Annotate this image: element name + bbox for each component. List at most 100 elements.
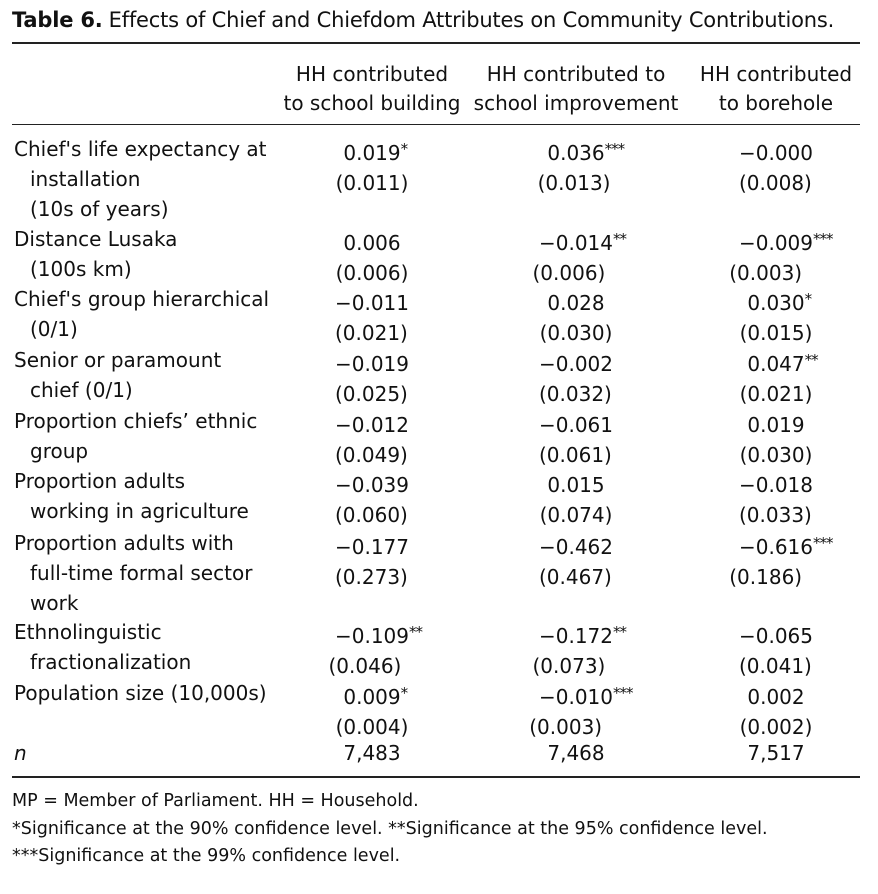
row-label: Proportion adults working in agriculture xyxy=(14,466,249,526)
standard-error: (0.273) xyxy=(334,565,408,589)
standard-error: (0.030) xyxy=(539,321,613,345)
n-value: 7,517 xyxy=(747,741,805,765)
table-caption: Table 6. Effects of Chief and Chiefdom At… xyxy=(12,8,834,32)
significance-stars: ** xyxy=(804,351,819,369)
standard-error: (0.074) xyxy=(539,503,613,527)
coefficient: −0.061 xyxy=(539,406,613,440)
standard-error: (0.061) xyxy=(538,443,612,467)
row-label: Chief's group hierarchical (0/1) xyxy=(14,284,269,344)
table-cell: −0.010*** (0.003) xyxy=(529,678,633,742)
row-label-line: Proportion chiefs’ ethnic xyxy=(14,409,258,433)
table-title: Effects of Chief and Chiefdom Attributes… xyxy=(108,8,835,32)
coefficient: −0.462 xyxy=(539,528,613,562)
column-header-line: to school building xyxy=(283,91,461,115)
column-header-3: HH contributed to borehole xyxy=(666,60,878,118)
coefficient: 0.009* xyxy=(336,678,409,712)
standard-error: (0.008) xyxy=(738,171,812,195)
coefficient-value: −0.000 xyxy=(738,141,813,165)
table-cell: 0.036*** (0.013) xyxy=(538,134,625,198)
table-cell: −0.009*** (0.003) xyxy=(729,224,833,288)
coefficient-value: 0.002 xyxy=(747,685,805,709)
row-label-line: (100s km) xyxy=(30,257,132,281)
table-cell: −0.011 (0.021) xyxy=(335,284,409,348)
table-cell: −0.616*** (0.186) xyxy=(729,528,833,592)
column-header-line: to borehole xyxy=(718,91,834,115)
row-label-line: work xyxy=(30,591,79,615)
row-label-line: (0/1) xyxy=(30,317,78,341)
coefficient-value: −0.172 xyxy=(538,624,613,648)
note-line: ***Significance at the 99% confidence le… xyxy=(12,846,401,866)
coefficient: −0.009*** xyxy=(729,224,833,258)
table-cell: −0.109** (0.046) xyxy=(328,617,423,681)
coefficient: −0.039 xyxy=(335,466,409,500)
coefficient: 0.019 xyxy=(740,406,813,440)
standard-error: (0.021) xyxy=(739,382,813,406)
table-cell: −0.012 (0.049) xyxy=(335,406,409,470)
coefficient-value: −0.002 xyxy=(538,352,613,376)
row-label-line: group xyxy=(30,439,89,463)
row-label-line: Ethnolinguistic xyxy=(14,620,162,644)
row-label: Chief's life expectancy at installation (1… xyxy=(14,134,266,224)
coefficient: −0.177 xyxy=(335,528,409,562)
column-header-1: HH contributed to school building xyxy=(262,60,482,118)
coefficient: 0.030* xyxy=(740,284,813,318)
coefficient-value: 0.028 xyxy=(547,291,605,315)
standard-error: (0.013) xyxy=(537,171,611,195)
standard-error: (0.186) xyxy=(729,565,803,589)
coefficient: 0.028 xyxy=(540,284,613,318)
standard-error: (0.025) xyxy=(334,382,408,406)
table-cell: −0.039 (0.060) xyxy=(335,466,409,530)
standard-error: (0.004) xyxy=(335,715,409,739)
coefficient-value: −0.109 xyxy=(334,624,409,648)
row-label-line: Population size (10,000s) xyxy=(14,681,267,705)
significance-stars: * xyxy=(804,290,812,308)
coefficient-value: −0.014 xyxy=(538,231,613,255)
coefficient: −0.019 xyxy=(335,345,409,379)
coefficient-value: −0.039 xyxy=(334,473,409,497)
table-cell: −0.018 (0.033) xyxy=(739,466,813,530)
column-header-line: HH contributed xyxy=(295,62,449,86)
table-cell: 0.019 (0.030) xyxy=(740,406,813,470)
standard-error: (0.003) xyxy=(529,715,603,739)
standard-error: (0.002) xyxy=(739,715,813,739)
coefficient: −0.014** xyxy=(532,224,627,258)
coefficient: −0.010*** xyxy=(529,678,633,712)
significance-stars: * xyxy=(400,140,408,158)
coefficient: 0.015 xyxy=(540,466,613,500)
row-label: Proportion chiefs’ ethnic group xyxy=(14,406,257,466)
row-label: Distance Lusaka (100s km) xyxy=(14,224,177,284)
table-cell: 0.019* (0.011) xyxy=(336,134,409,198)
coefficient: −0.011 xyxy=(335,284,409,318)
coefficient-value: −0.065 xyxy=(738,624,813,648)
column-header-2: HH contributed to school improvement xyxy=(466,60,686,118)
standard-error: (0.006) xyxy=(335,261,409,285)
row-label-line: Proportion adults with xyxy=(14,531,234,555)
n-value: 7,483 xyxy=(343,741,401,765)
significance-stars: *** xyxy=(813,230,833,248)
standard-error: (0.049) xyxy=(334,443,408,467)
coefficient: −0.109** xyxy=(328,617,423,651)
table-cell: 0.028 (0.030) xyxy=(540,284,613,348)
row-label-line: (10s of years) xyxy=(30,197,169,221)
significance-stars: ** xyxy=(409,623,423,641)
significance-stars: *** xyxy=(613,684,633,702)
top-rule xyxy=(12,42,860,44)
coefficient: −0.012 xyxy=(335,406,409,440)
standard-error: (0.021) xyxy=(334,321,408,345)
coefficient: 0.019* xyxy=(336,134,409,168)
coefficient-value: −0.011 xyxy=(334,291,409,315)
coefficient-value: 0.019 xyxy=(747,413,805,437)
row-label-line: working in agriculture xyxy=(30,499,249,523)
standard-error: (0.015) xyxy=(739,321,813,345)
table-cell: 0.002 (0.002) xyxy=(740,678,813,742)
standard-error: (0.467) xyxy=(538,565,612,589)
table-cell: 0.006 (0.006) xyxy=(336,224,409,288)
table-cell: −0.014** (0.006) xyxy=(532,224,627,288)
significance-stars: ** xyxy=(613,623,627,641)
n-row-label: n xyxy=(14,741,27,765)
significance-stars: * xyxy=(400,684,408,702)
coefficient: −0.000 xyxy=(739,134,813,168)
coefficient-value: −0.177 xyxy=(334,535,409,559)
row-label-line: full-time formal sector xyxy=(30,561,253,585)
